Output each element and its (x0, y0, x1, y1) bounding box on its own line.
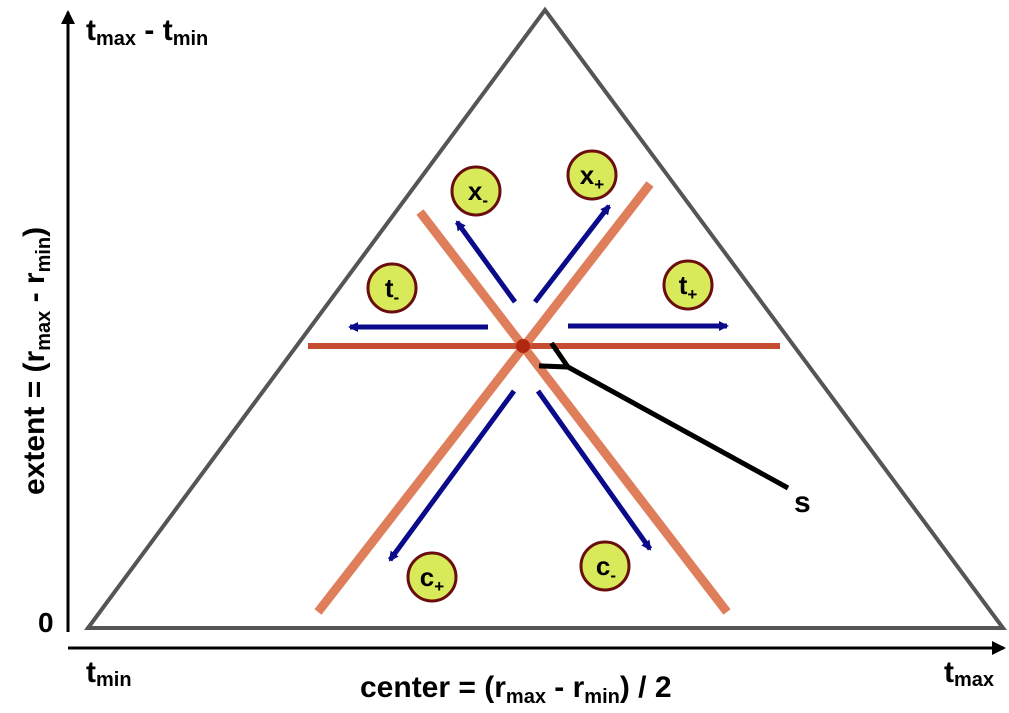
svg-text:c-: c- (596, 551, 616, 585)
band-diagonal-rising (314, 181, 654, 615)
node-c-plus: c+ (406, 551, 458, 603)
node-x-minus: x- (450, 165, 502, 217)
x-axis-title: center = (rmax - rmin) / 2 (360, 671, 672, 708)
x-axis-left-label: tmin (86, 656, 132, 691)
svg-text:t+: t+ (679, 270, 698, 304)
node-c-minus: c- (579, 540, 631, 592)
y-axis-title: extent = (rmax - rmin) (18, 227, 55, 495)
intersection-point (516, 339, 530, 353)
arrow-x-plus (533, 204, 611, 304)
node-t-plus: t+ (662, 259, 714, 311)
node-x-plus: x+ (566, 149, 618, 201)
svg-text:x+: x+ (580, 160, 604, 194)
pointer-arrow (568, 367, 790, 491)
svg-text:c+: c+ (420, 562, 444, 596)
y-axis-top-label: tmax - tmin (86, 14, 208, 50)
arrow-c-minus (535, 389, 653, 551)
node-t-minus: t- (366, 262, 418, 314)
svg-text:t-: t- (385, 273, 399, 307)
arrow-c-plus (387, 389, 517, 562)
pointer-label: s (794, 486, 811, 519)
band-diagonal-falling (416, 209, 731, 615)
x-axis-right-label: tmax (944, 656, 994, 691)
y-axis-zero-label: 0 (38, 607, 54, 638)
svg-text:x-: x- (468, 176, 488, 210)
arrow-x-minus (454, 220, 518, 304)
